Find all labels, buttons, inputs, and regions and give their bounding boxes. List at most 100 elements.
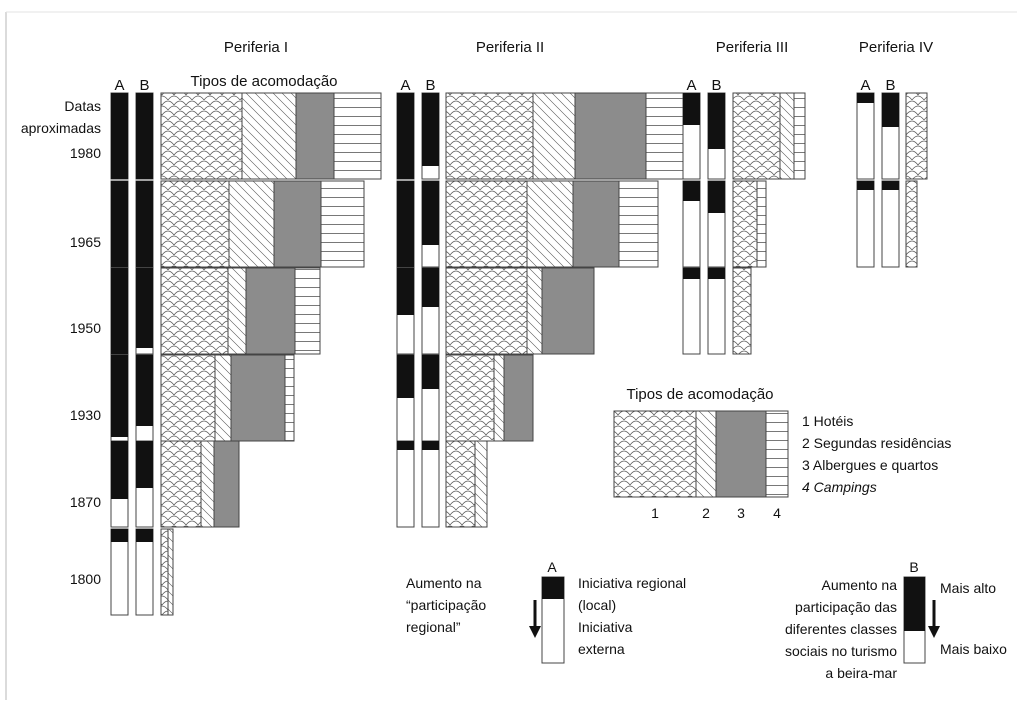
column-label-a: A xyxy=(860,77,870,94)
column-label-b: B xyxy=(139,77,149,94)
share-bar-fill xyxy=(857,93,874,103)
share-bar-fill xyxy=(397,93,414,179)
legend-number-2: 2 xyxy=(702,505,710,521)
key-a: Aumento na “participação regional” A Ini… xyxy=(406,559,686,664)
accommodation-segment-second-homes xyxy=(474,440,488,528)
accommodation-segment-hotels xyxy=(445,180,528,268)
share-bar-outline xyxy=(881,180,900,268)
share-bar-fill xyxy=(422,181,439,245)
periphery-title-4: Periferia IV xyxy=(859,39,933,56)
accommodation-segment-hostels xyxy=(213,440,240,528)
share-bar-fill xyxy=(683,93,700,125)
share-bar-fill xyxy=(422,355,439,389)
accommodation-segment-second-homes xyxy=(493,354,505,442)
column-label-a: A xyxy=(114,77,124,94)
column-label-b: B xyxy=(885,77,895,94)
share-bar-a xyxy=(682,267,701,355)
share-bar-b xyxy=(421,180,440,268)
share-bar-b xyxy=(421,440,440,528)
share-bar-b xyxy=(707,180,726,268)
column-label-b: B xyxy=(711,77,721,94)
accommodation-segment-campings xyxy=(333,92,382,180)
legend-swatch-second-homes xyxy=(695,410,717,498)
periphery-title-3: Periferia III xyxy=(716,39,789,56)
share-bar-fill xyxy=(136,181,153,267)
accommodation-segment-second-homes xyxy=(214,354,232,442)
accommodation-segment-hotels xyxy=(905,92,928,180)
share-bar-fill xyxy=(136,441,153,488)
share-bar-a xyxy=(396,440,415,528)
accommodation-segment-campings xyxy=(320,180,365,268)
year-label: 1930 xyxy=(70,407,101,423)
share-bar-a xyxy=(110,267,129,355)
key-b-arrow-head xyxy=(928,626,940,638)
accommodation-segment-second-homes xyxy=(241,92,297,180)
accommodation-segment-hostels xyxy=(230,354,286,442)
accommodation-segment-campings xyxy=(793,92,806,180)
accommodation-segment-hostels xyxy=(541,267,595,355)
share-bar-outline xyxy=(707,267,726,355)
accommodation-segment-hotels xyxy=(905,180,918,268)
share-bar-b xyxy=(881,92,900,180)
share-bar-a xyxy=(396,354,415,442)
periphery-title-2: Periferia II xyxy=(476,39,544,56)
year-label: 1980 xyxy=(70,145,101,161)
accommodation-segment-hotels xyxy=(160,180,230,268)
share-bar-b xyxy=(707,92,726,180)
accommodation-segment-hostels xyxy=(572,180,620,268)
share-bar-b xyxy=(881,180,900,268)
key-b-left-line-2: participação das xyxy=(795,599,897,615)
accommodation-segment-hotels xyxy=(160,92,243,180)
share-bar-a xyxy=(396,267,415,355)
accommodation-segment-hotels xyxy=(445,267,528,355)
accommodation-segment-second-homes xyxy=(532,92,576,180)
share-bar-b xyxy=(135,528,154,616)
accommodation-segment-hostels xyxy=(295,92,335,180)
share-bar-a xyxy=(110,180,129,268)
share-bar-fill xyxy=(882,93,899,127)
accommodation-segment-second-homes xyxy=(228,180,275,268)
accommodation-segment-hotels xyxy=(732,92,781,180)
accommodation-segment-hostels xyxy=(273,180,322,268)
share-bar-fill xyxy=(136,529,153,542)
legend-number-1: 1 xyxy=(651,505,659,521)
share-bar-a xyxy=(682,180,701,268)
share-bar-a xyxy=(682,92,701,180)
legend-item-1: 1 Hotéis xyxy=(802,413,853,429)
legend-number-4: 4 xyxy=(773,505,781,521)
accommodation-segment-second-homes xyxy=(779,92,795,180)
share-bar-a xyxy=(110,440,129,528)
share-bar-b xyxy=(135,267,154,355)
share-bar-b xyxy=(135,180,154,268)
key-a-left-line-3: regional” xyxy=(406,619,461,635)
accommodation-segment-campings xyxy=(294,267,321,355)
share-bar-outline xyxy=(396,440,415,528)
share-bar-b xyxy=(135,354,154,442)
accommodation-segment-hotels xyxy=(732,180,758,268)
accommodation-segment-second-homes xyxy=(526,267,543,355)
accommodation-segment-campings xyxy=(284,354,295,442)
accommodation-segment-hotels xyxy=(732,267,752,355)
share-bar-fill xyxy=(708,181,725,213)
share-bar-fill xyxy=(111,268,128,354)
column-label-a: A xyxy=(686,77,696,94)
year-label: 1870 xyxy=(70,494,101,510)
accommodation-segment-hotels xyxy=(160,440,202,528)
key-a-arrow-head xyxy=(529,626,541,638)
year-label: 1950 xyxy=(70,320,101,336)
share-bar-fill xyxy=(397,441,414,450)
share-bar-fill xyxy=(683,181,700,201)
share-bar-fill xyxy=(111,93,128,179)
key-a-right-line-3: Iniciativa xyxy=(578,619,633,635)
share-bar-b xyxy=(421,267,440,355)
share-bar-fill xyxy=(683,268,700,279)
legend-swatch-hotels xyxy=(613,410,697,498)
legend-item-2: 2 Segundas residências xyxy=(802,435,951,451)
accommodation-segment-hotels xyxy=(160,528,169,616)
share-bar-fill xyxy=(111,355,128,437)
accommodation-segment-hotels xyxy=(160,354,216,442)
share-bar-b xyxy=(421,354,440,442)
share-bar-fill xyxy=(857,181,874,190)
periphery-title-1: Periferia I xyxy=(224,39,288,56)
